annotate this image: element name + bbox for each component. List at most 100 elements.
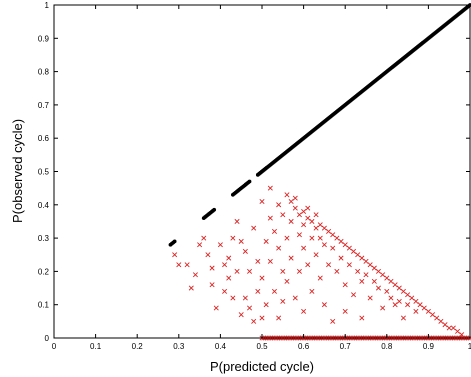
red-x-point bbox=[172, 252, 178, 258]
y-tick-label: 0.7 bbox=[38, 101, 50, 110]
x-tick-label: 0.4 bbox=[215, 342, 227, 351]
red-x-point bbox=[288, 255, 294, 261]
red-x-point bbox=[413, 298, 419, 304]
red-x-point bbox=[371, 278, 377, 284]
red-x-point bbox=[388, 278, 394, 284]
axis-ticks: 0 0.1 0.2 0.3 0.4 0.5 0.6 0.7 0.8 0.9 1 0 0.1 0.2 0.3 0… bbox=[38, 1, 471, 351]
y-tick-label: 1 bbox=[45, 1, 50, 10]
red-x-point bbox=[359, 315, 365, 321]
red-x-point bbox=[255, 288, 261, 294]
red-x-point bbox=[434, 315, 440, 321]
red-x-point bbox=[259, 198, 265, 204]
red-x-point bbox=[380, 272, 386, 278]
red-x-point bbox=[292, 295, 298, 301]
red-x-point bbox=[396, 298, 402, 304]
red-x-point bbox=[400, 315, 406, 321]
red-x-point bbox=[267, 258, 273, 264]
red-x-point bbox=[301, 308, 307, 314]
red-x-point bbox=[234, 268, 240, 274]
red-x-point bbox=[280, 268, 286, 274]
red-x-point bbox=[305, 262, 311, 268]
red-x-point bbox=[184, 262, 190, 268]
red-x-point bbox=[313, 212, 319, 218]
red-x-point bbox=[284, 235, 290, 241]
red-x-point bbox=[259, 315, 265, 321]
red-x-point bbox=[222, 288, 228, 294]
red-x-point bbox=[213, 305, 219, 311]
red-x-point bbox=[209, 265, 215, 271]
x-tick-label: 0.7 bbox=[340, 342, 352, 351]
red-x-point bbox=[313, 252, 319, 258]
red-x-point bbox=[326, 228, 332, 234]
red-x-point bbox=[342, 308, 348, 314]
red-x-point bbox=[317, 275, 323, 281]
red-x-point bbox=[267, 215, 273, 221]
red-x-point bbox=[217, 242, 223, 248]
red-x-point bbox=[359, 255, 365, 261]
red-x-point bbox=[413, 308, 419, 314]
red-x-point bbox=[338, 238, 344, 244]
red-x-point bbox=[396, 285, 402, 291]
red-x-point bbox=[301, 222, 307, 228]
red-x-point bbox=[380, 305, 386, 311]
red-x-point bbox=[359, 278, 365, 284]
red-x-point bbox=[205, 252, 211, 258]
red-x-point bbox=[317, 235, 323, 241]
red-x-point bbox=[242, 295, 248, 301]
red-x-point bbox=[209, 282, 215, 288]
red-x-point bbox=[263, 238, 269, 244]
red-x-point bbox=[446, 325, 452, 331]
red-x-point bbox=[351, 248, 357, 254]
red-x-point bbox=[271, 288, 277, 294]
red-x-point bbox=[309, 288, 315, 294]
red-x-point bbox=[409, 295, 415, 301]
red-x-point bbox=[197, 242, 203, 248]
red-x-point bbox=[363, 272, 369, 278]
x-axis-label: P(predicted cycle) bbox=[210, 359, 314, 374]
red-x-point bbox=[421, 305, 427, 311]
red-x-point bbox=[176, 262, 182, 268]
red-series-group bbox=[172, 185, 471, 341]
red-x-point bbox=[296, 268, 302, 274]
red-x-point bbox=[450, 325, 456, 331]
red-x-point bbox=[276, 315, 282, 321]
red-x-point bbox=[288, 218, 294, 224]
red-x-point bbox=[238, 238, 244, 244]
y-tick-label: 0.5 bbox=[38, 168, 50, 177]
x-tick-label: 0.6 bbox=[298, 342, 310, 351]
red-x-point bbox=[251, 225, 257, 231]
red-x-point bbox=[284, 278, 290, 284]
y-tick-label: 0.1 bbox=[38, 301, 50, 310]
red-x-point bbox=[355, 268, 361, 274]
x-tick-label: 1 bbox=[468, 342, 471, 351]
black-point bbox=[172, 239, 177, 244]
red-x-point bbox=[338, 255, 344, 261]
y-tick-label: 0.6 bbox=[38, 134, 50, 143]
red-x-point bbox=[201, 235, 207, 241]
red-x-point bbox=[367, 295, 373, 301]
red-x-point bbox=[355, 252, 361, 258]
red-x-point bbox=[346, 245, 352, 251]
red-x-point bbox=[271, 228, 277, 234]
black-point bbox=[247, 179, 252, 184]
x-tick-label: 0.2 bbox=[132, 342, 144, 351]
y-axis-label: P(observed cycle) bbox=[10, 119, 25, 223]
y-tick-label: 0.8 bbox=[38, 68, 50, 77]
red-x-point bbox=[351, 292, 357, 298]
red-x-point bbox=[247, 268, 253, 274]
red-x-point bbox=[330, 232, 336, 238]
red-x-point bbox=[317, 222, 323, 228]
red-x-point bbox=[234, 218, 240, 224]
x-tick-label: 0.3 bbox=[173, 342, 185, 351]
x-tick-label: 0.8 bbox=[381, 342, 393, 351]
red-x-point bbox=[230, 295, 236, 301]
red-x-point bbox=[363, 258, 369, 264]
red-x-point bbox=[284, 192, 290, 198]
y-tick-label: 0.4 bbox=[38, 201, 50, 210]
red-x-point bbox=[371, 265, 377, 271]
red-x-point bbox=[301, 208, 307, 214]
red-x-point bbox=[288, 198, 294, 204]
red-x-point bbox=[321, 302, 327, 308]
